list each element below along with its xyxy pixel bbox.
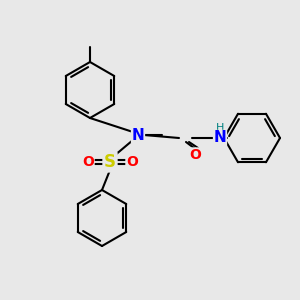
Text: O: O <box>126 155 138 169</box>
Text: N: N <box>132 128 144 142</box>
Text: O: O <box>82 155 94 169</box>
Text: N: N <box>214 130 226 146</box>
Text: S: S <box>104 153 116 171</box>
Text: O: O <box>189 148 201 162</box>
Text: H: H <box>216 123 224 133</box>
